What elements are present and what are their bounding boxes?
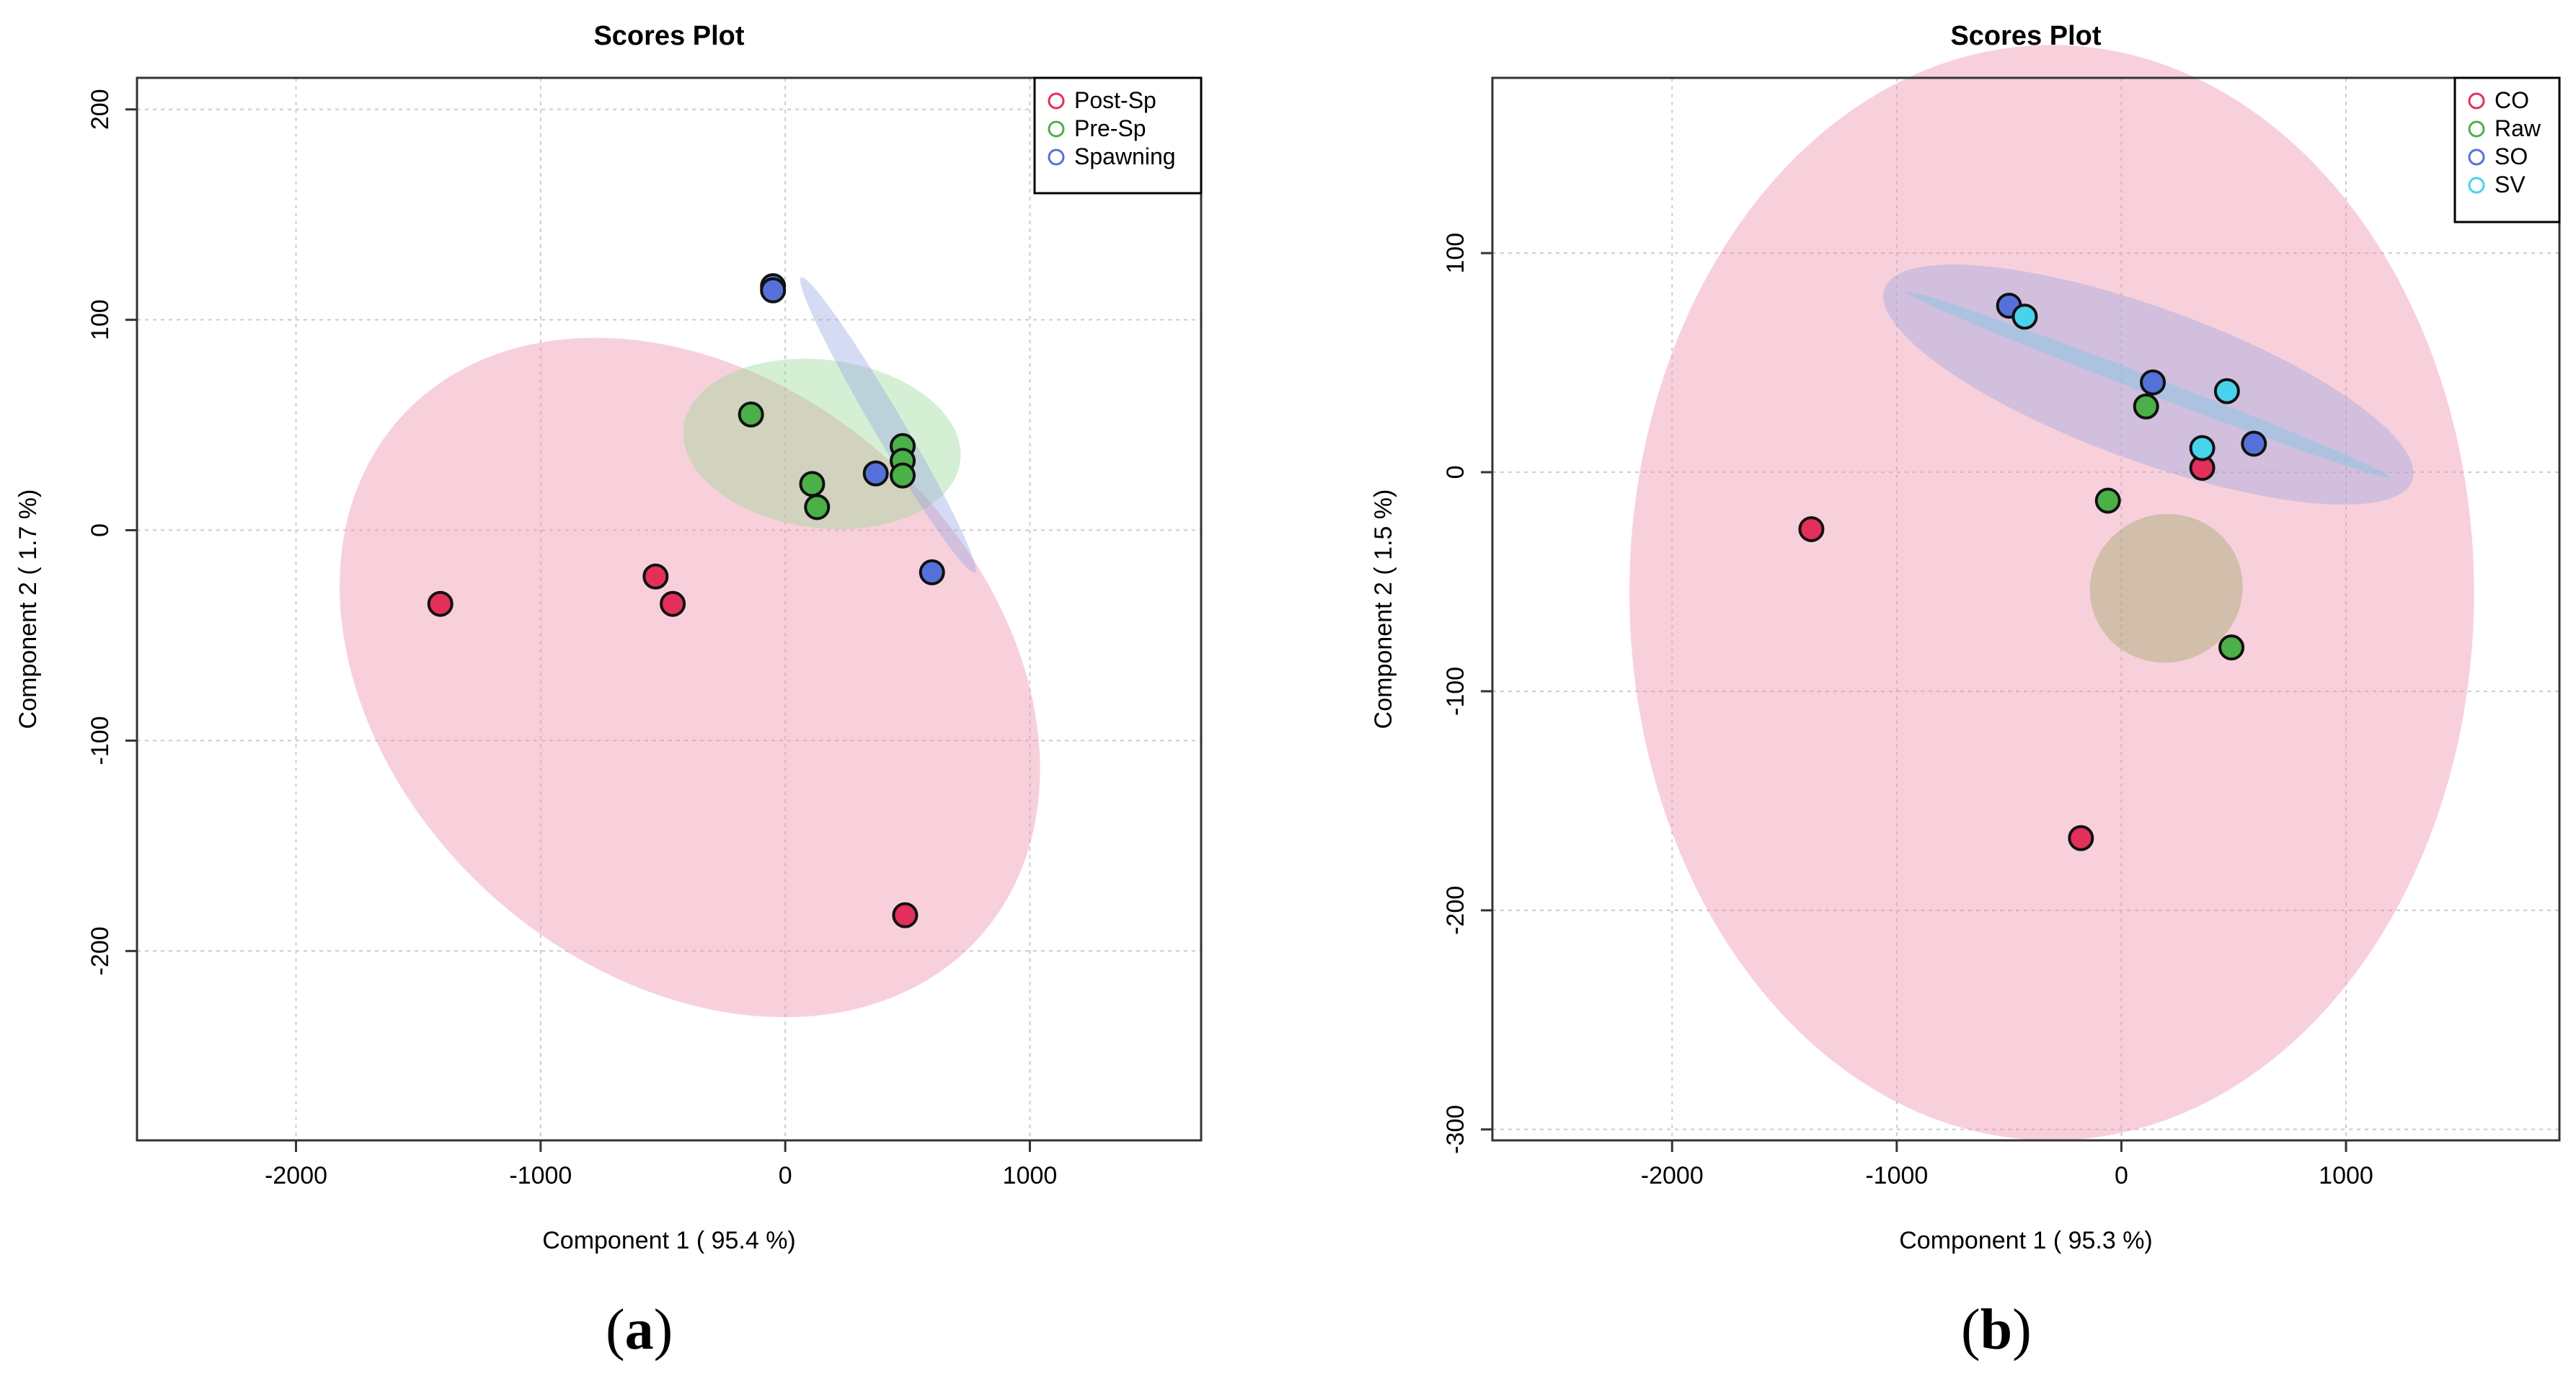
data-point	[2241, 430, 2267, 457]
grid-lines	[1492, 78, 2559, 1140]
x-tick-label: 0	[779, 1162, 792, 1189]
y-tick-label: 0	[1442, 466, 1469, 479]
data-point	[2213, 378, 2240, 404]
x-tick-label: -1000	[1865, 1162, 1928, 1189]
y-tick-label: -300	[1442, 1105, 1469, 1154]
plot-frame	[1491, 76, 2561, 1142]
ellipse-post-sp	[340, 337, 1040, 1018]
legend-marker	[1048, 120, 1065, 138]
data-point	[2094, 487, 2121, 514]
series-pre-sp	[738, 402, 916, 520]
x-tick-label: 1000	[1003, 1162, 1058, 1189]
data-point	[890, 462, 916, 489]
data-point	[2011, 303, 2038, 330]
legend-label: CO	[2495, 87, 2529, 113]
series-raw	[2094, 393, 2245, 661]
legend-marker	[2468, 148, 2485, 166]
data-point	[2068, 825, 2094, 851]
series-post-sp	[427, 563, 919, 928]
legend-marker	[2468, 120, 2485, 138]
legend-label: Post-Sp	[1074, 87, 1156, 113]
grid-lines	[137, 78, 1201, 1140]
y-axis-label: Component 2 ( 1.5 %)	[1370, 489, 1397, 729]
x-axis-label: Component 1 ( 95.3 %)	[1899, 1227, 2153, 1254]
legend-label: SV	[2495, 172, 2526, 198]
y-tick-label: -100	[87, 716, 114, 765]
series-spawning	[760, 272, 945, 585]
data-point	[738, 402, 764, 428]
x-tick-label: -2000	[265, 1162, 327, 1189]
x-tick-label: -1000	[509, 1162, 572, 1189]
ellipse-spawning	[800, 277, 976, 573]
y-tick-label: 100	[1442, 233, 1469, 274]
caption-a: (a)	[606, 1298, 673, 1362]
x-axis-label: Component 1 ( 95.4 %)	[542, 1227, 796, 1254]
ellipse-raw	[2089, 513, 2243, 663]
data-point	[2140, 369, 2166, 396]
ellipse-co	[1629, 45, 2474, 1140]
legend-marker	[2468, 92, 2485, 110]
caption-b: (b)	[1961, 1298, 2032, 1362]
data-point	[660, 590, 686, 617]
data-point	[2189, 435, 2216, 461]
y-tick-label: -200	[87, 926, 114, 975]
data-point	[892, 902, 919, 928]
data-point	[1798, 516, 1825, 543]
data-point	[2133, 393, 2159, 420]
legend-marker	[2468, 177, 2485, 194]
legend-label: Pre-Sp	[1074, 115, 1146, 141]
legend-marker	[1048, 148, 1065, 166]
series-co	[1798, 454, 2216, 851]
data-point	[862, 460, 889, 487]
data-point	[799, 471, 826, 497]
y-tick-label: -100	[1442, 667, 1469, 716]
legend-label: Raw	[2495, 115, 2541, 141]
data-point	[642, 563, 669, 590]
y-tick-label: 200	[87, 89, 114, 130]
y-axis-label: Component 2 ( 1.7 %)	[14, 489, 42, 729]
series-sv	[2011, 303, 2240, 461]
chart-title: Scores Plot	[1950, 21, 2101, 51]
ellipse-pre-sp	[683, 358, 961, 530]
y-tick-label: 100	[87, 299, 114, 340]
x-tick-label: -2000	[1641, 1162, 1704, 1189]
data-point	[760, 277, 787, 303]
legend-marker	[1048, 92, 1065, 110]
y-tick-label: 0	[87, 523, 114, 537]
plot-frame	[136, 76, 1203, 1142]
legend-box	[2453, 76, 2561, 223]
legend-label: SO	[2495, 143, 2528, 169]
data-point	[2218, 634, 2245, 661]
data-point	[919, 559, 945, 585]
data-point	[427, 590, 453, 617]
x-tick-label: 0	[2115, 1162, 2128, 1189]
data-point	[804, 494, 831, 520]
series-so	[1996, 293, 2267, 457]
x-tick-label: 1000	[2319, 1162, 2373, 1189]
chart-title: Scores Plot	[593, 21, 744, 51]
legend-label: Spawning	[1074, 143, 1176, 169]
y-tick-label: -200	[1442, 886, 1469, 935]
